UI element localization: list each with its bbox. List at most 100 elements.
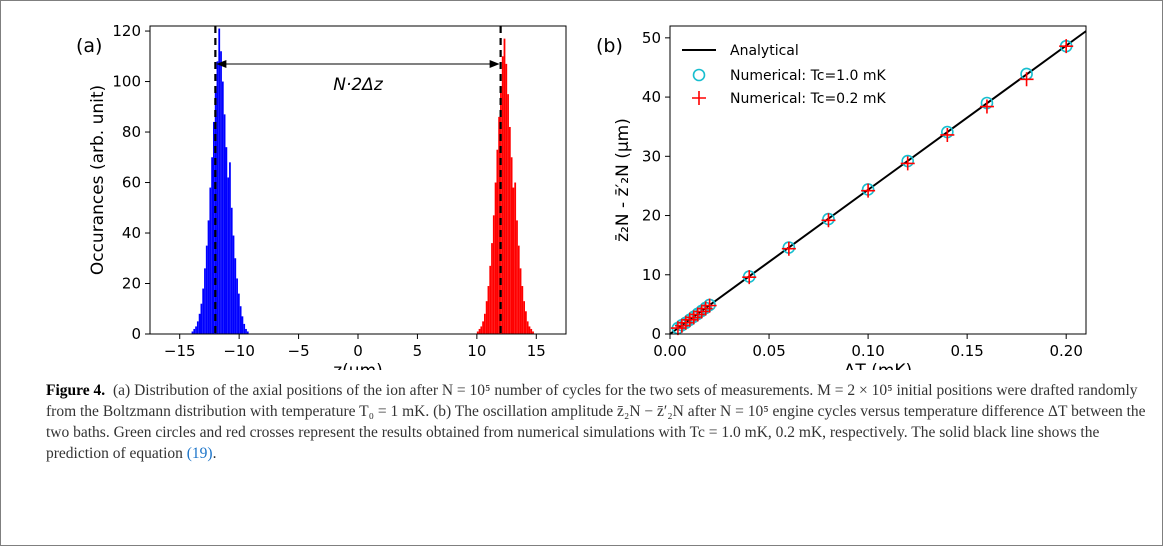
histogram-bar bbox=[198, 313, 201, 334]
arrow-head-left bbox=[216, 60, 227, 68]
histogram-bar bbox=[193, 328, 196, 334]
analytical-line bbox=[669, 30, 1087, 335]
histogram-bar bbox=[489, 265, 492, 334]
histogram-bar bbox=[220, 51, 222, 334]
plus-marker bbox=[821, 213, 836, 228]
plus-marker bbox=[702, 298, 717, 313]
histogram-bar bbox=[212, 121, 215, 335]
histogram-bar bbox=[229, 162, 231, 334]
histogram-bar bbox=[243, 323, 246, 334]
caption-end: . bbox=[212, 445, 217, 462]
panel-b-y-tick-label: 10 bbox=[642, 266, 661, 284]
histogram-bar bbox=[517, 245, 520, 334]
figure-label: Figure 4. bbox=[46, 382, 106, 399]
histogram-bar bbox=[505, 63, 508, 335]
histogram-bar bbox=[483, 313, 486, 334]
panel-a-x-tick-label: 10 bbox=[467, 342, 486, 360]
histogram-bar bbox=[532, 331, 534, 334]
histogram-bar bbox=[516, 220, 518, 334]
histogram-bar bbox=[528, 326, 531, 334]
histogram-bar bbox=[503, 38, 506, 334]
histogram-bar bbox=[205, 245, 208, 334]
histogram-bar bbox=[521, 286, 524, 334]
histogram-bar bbox=[191, 331, 194, 334]
histogram-bar bbox=[501, 56, 504, 335]
histogram-bar bbox=[195, 326, 197, 334]
histogram-bar bbox=[246, 331, 249, 334]
histogram-bar bbox=[523, 301, 525, 334]
panel-b-axes-frame bbox=[669, 25, 1087, 335]
histogram-bar bbox=[234, 258, 237, 334]
panel-b-label: (b) bbox=[596, 35, 623, 57]
histogram-bar bbox=[476, 331, 479, 334]
panel-b-scatter: 0.00 0.05 0.10 0.15 0.20 0 10 20 30 40 50 Analytica… bbox=[596, 25, 1087, 370]
histogram-bar bbox=[524, 311, 527, 334]
panel-b-x-tick-label: 0.10 bbox=[851, 342, 884, 360]
histogram-bar bbox=[530, 328, 533, 334]
histogram-bar bbox=[480, 326, 483, 334]
legend-plus-swatch bbox=[692, 91, 706, 105]
arrow-annotation: N·2Δz bbox=[333, 75, 384, 95]
histogram-bar bbox=[245, 328, 247, 334]
histogram-bar bbox=[232, 235, 235, 334]
histogram-bar bbox=[512, 187, 515, 334]
panel-a-y-tick-label: 120 bbox=[112, 22, 141, 40]
histogram-bar bbox=[241, 316, 244, 334]
histogram-bar bbox=[492, 215, 495, 334]
panel-b-x-axis-label: ΔT (mK) bbox=[844, 361, 912, 370]
histogram-bar bbox=[216, 61, 219, 334]
histogram-bar bbox=[221, 81, 224, 334]
histogram-bar bbox=[209, 187, 212, 334]
panel-a-x-tick-label: 15 bbox=[527, 342, 546, 360]
histogram-bar bbox=[202, 288, 205, 334]
plus-marker bbox=[940, 127, 955, 142]
histogram-bar bbox=[519, 268, 522, 334]
panel-a-x-axis-label: z(μm) bbox=[333, 361, 383, 370]
histogram-bar bbox=[218, 28, 221, 334]
caption-text: (a) Distribution of the axial positions … bbox=[46, 382, 1146, 462]
histogram-bar bbox=[526, 321, 529, 334]
panel-a-y-tick-label: 100 bbox=[112, 73, 141, 91]
histogram-bar bbox=[510, 157, 513, 334]
panel-b-x-tick-label: 0.15 bbox=[950, 342, 983, 360]
equation-link[interactable]: (19) bbox=[186, 445, 213, 462]
histogram-bar bbox=[496, 149, 499, 334]
panel-b-y-tick-label: 40 bbox=[642, 88, 661, 106]
histogram-bar bbox=[494, 182, 497, 334]
panel-a-histogram: N·2Δz −15 −10 −5 0 5 10 15 0 20 40 60 80 100 120 (a) z(μ… bbox=[76, 22, 567, 370]
histogram-bar bbox=[478, 328, 481, 334]
panel-b-y-axis-label: z̄₂N - z̄′₂N (μm) bbox=[613, 118, 633, 242]
panel-b-x-tick-label: 0.00 bbox=[653, 342, 686, 360]
legend-circle-swatch bbox=[692, 68, 706, 82]
histogram-bar bbox=[223, 114, 226, 334]
histogram-bar bbox=[196, 321, 199, 334]
histogram-bar bbox=[239, 306, 242, 334]
panel-a-y-axis-label: Occurances (arb. unit) bbox=[88, 85, 108, 275]
panel-a-y-tick-label: 40 bbox=[122, 224, 141, 242]
histogram-bar bbox=[237, 293, 240, 334]
histogram-bar bbox=[230, 207, 233, 334]
panel-a-x-tick-label: 0 bbox=[353, 342, 363, 360]
histogram-bar bbox=[487, 286, 490, 334]
histogram-bar bbox=[236, 278, 238, 334]
panel-b-x-tick-label: 0.20 bbox=[1049, 342, 1082, 360]
panel-a-label: (a) bbox=[76, 35, 102, 57]
figure-charts: N·2Δz−15−10−5051015020406080100120(a)z(μ… bbox=[76, 22, 1087, 370]
histogram-bar bbox=[204, 268, 206, 334]
plus-marker bbox=[979, 99, 994, 114]
plus-marker bbox=[781, 241, 796, 256]
panel-b-x-tick-label: 0.05 bbox=[752, 342, 785, 360]
panel-a-x-tick-label: −10 bbox=[223, 342, 255, 360]
panel-a-x-tick-label: −15 bbox=[164, 342, 196, 360]
histogram-bar bbox=[514, 182, 517, 334]
histogram-bar bbox=[491, 243, 493, 334]
legend-plus-label: Numerical: Tc=0.2 mK bbox=[730, 91, 887, 107]
figure-caption: Figure 4. (a) Distribution of the axial … bbox=[46, 380, 1146, 464]
plus-marker bbox=[742, 270, 757, 285]
histogram-bar bbox=[200, 303, 203, 334]
histogram-bar bbox=[482, 321, 484, 334]
panel-a-x-tick-label: 5 bbox=[413, 342, 423, 360]
legend-analytical-label: Analytical bbox=[730, 43, 799, 59]
histogram-bar bbox=[507, 94, 509, 334]
histogram-bar bbox=[227, 177, 230, 334]
